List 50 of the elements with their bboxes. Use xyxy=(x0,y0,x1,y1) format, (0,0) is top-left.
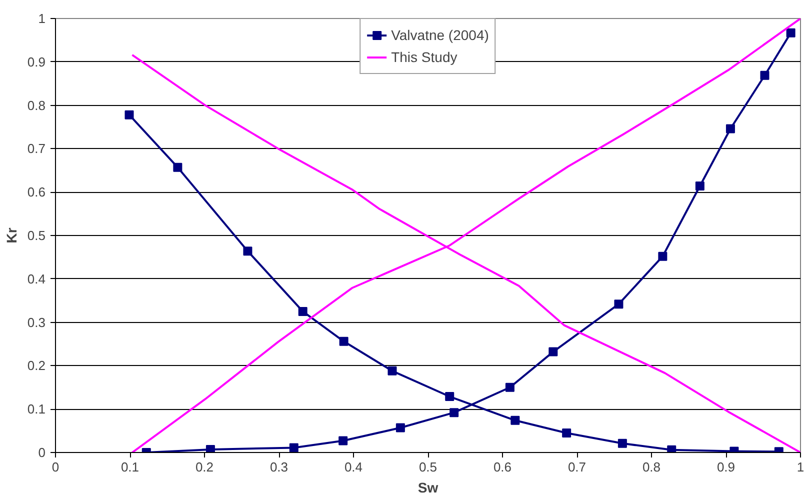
x-tick-label: 0.5 xyxy=(418,460,438,474)
x-tick-label: 1 xyxy=(796,460,804,474)
x-tick-label: 0.3 xyxy=(270,460,288,474)
point xyxy=(206,444,215,452)
y-tick-label: 0.1 xyxy=(27,402,46,417)
point xyxy=(124,110,134,120)
point xyxy=(667,445,676,452)
x-axis-title: Sw xyxy=(418,480,438,496)
y-tick-label: 0.9 xyxy=(27,54,46,70)
point xyxy=(562,428,572,438)
point xyxy=(243,246,252,256)
y-tick-label: 0 xyxy=(38,445,46,460)
x-tick-label: 0.9 xyxy=(716,460,736,474)
point xyxy=(298,306,308,316)
y-axis-title: Kr xyxy=(3,227,20,244)
point xyxy=(289,443,298,452)
y-tick-label: 0.8 xyxy=(27,98,46,113)
point xyxy=(760,70,770,80)
legend-label: Valvatne (2004) xyxy=(391,27,489,43)
legend-label: This Study xyxy=(391,49,458,65)
point xyxy=(695,182,704,191)
y-tick-label: 1 xyxy=(38,11,46,26)
point xyxy=(618,438,627,448)
x-tick-label: 0.7 xyxy=(568,460,586,474)
y-tick-label: 0.6 xyxy=(27,184,46,200)
y-tick-label: 0.4 xyxy=(27,271,46,286)
point xyxy=(548,347,558,356)
point xyxy=(173,162,182,172)
y-tick-label: 0.2 xyxy=(27,358,46,374)
point xyxy=(505,382,514,392)
point xyxy=(786,28,796,38)
point xyxy=(510,416,520,425)
point xyxy=(388,366,397,376)
point xyxy=(726,124,735,134)
x-tick-label: 0.4 xyxy=(344,460,363,474)
point xyxy=(614,300,624,309)
x-tick-label: 0.1 xyxy=(120,460,140,474)
point xyxy=(450,408,459,418)
x-tick-label: 0 xyxy=(52,460,60,474)
point xyxy=(445,392,454,402)
point xyxy=(338,436,348,446)
y-tick-label: 0.7 xyxy=(27,141,46,156)
point xyxy=(339,336,348,346)
point xyxy=(658,252,668,261)
x-tick-label: 0.8 xyxy=(642,460,661,474)
y-tick-label: 0.3 xyxy=(27,314,46,330)
y-tick-label: 0.5 xyxy=(27,228,46,243)
x-tick-label: 0.2 xyxy=(195,460,214,474)
x-tick-label: 0.6 xyxy=(493,460,512,474)
point xyxy=(396,423,405,432)
